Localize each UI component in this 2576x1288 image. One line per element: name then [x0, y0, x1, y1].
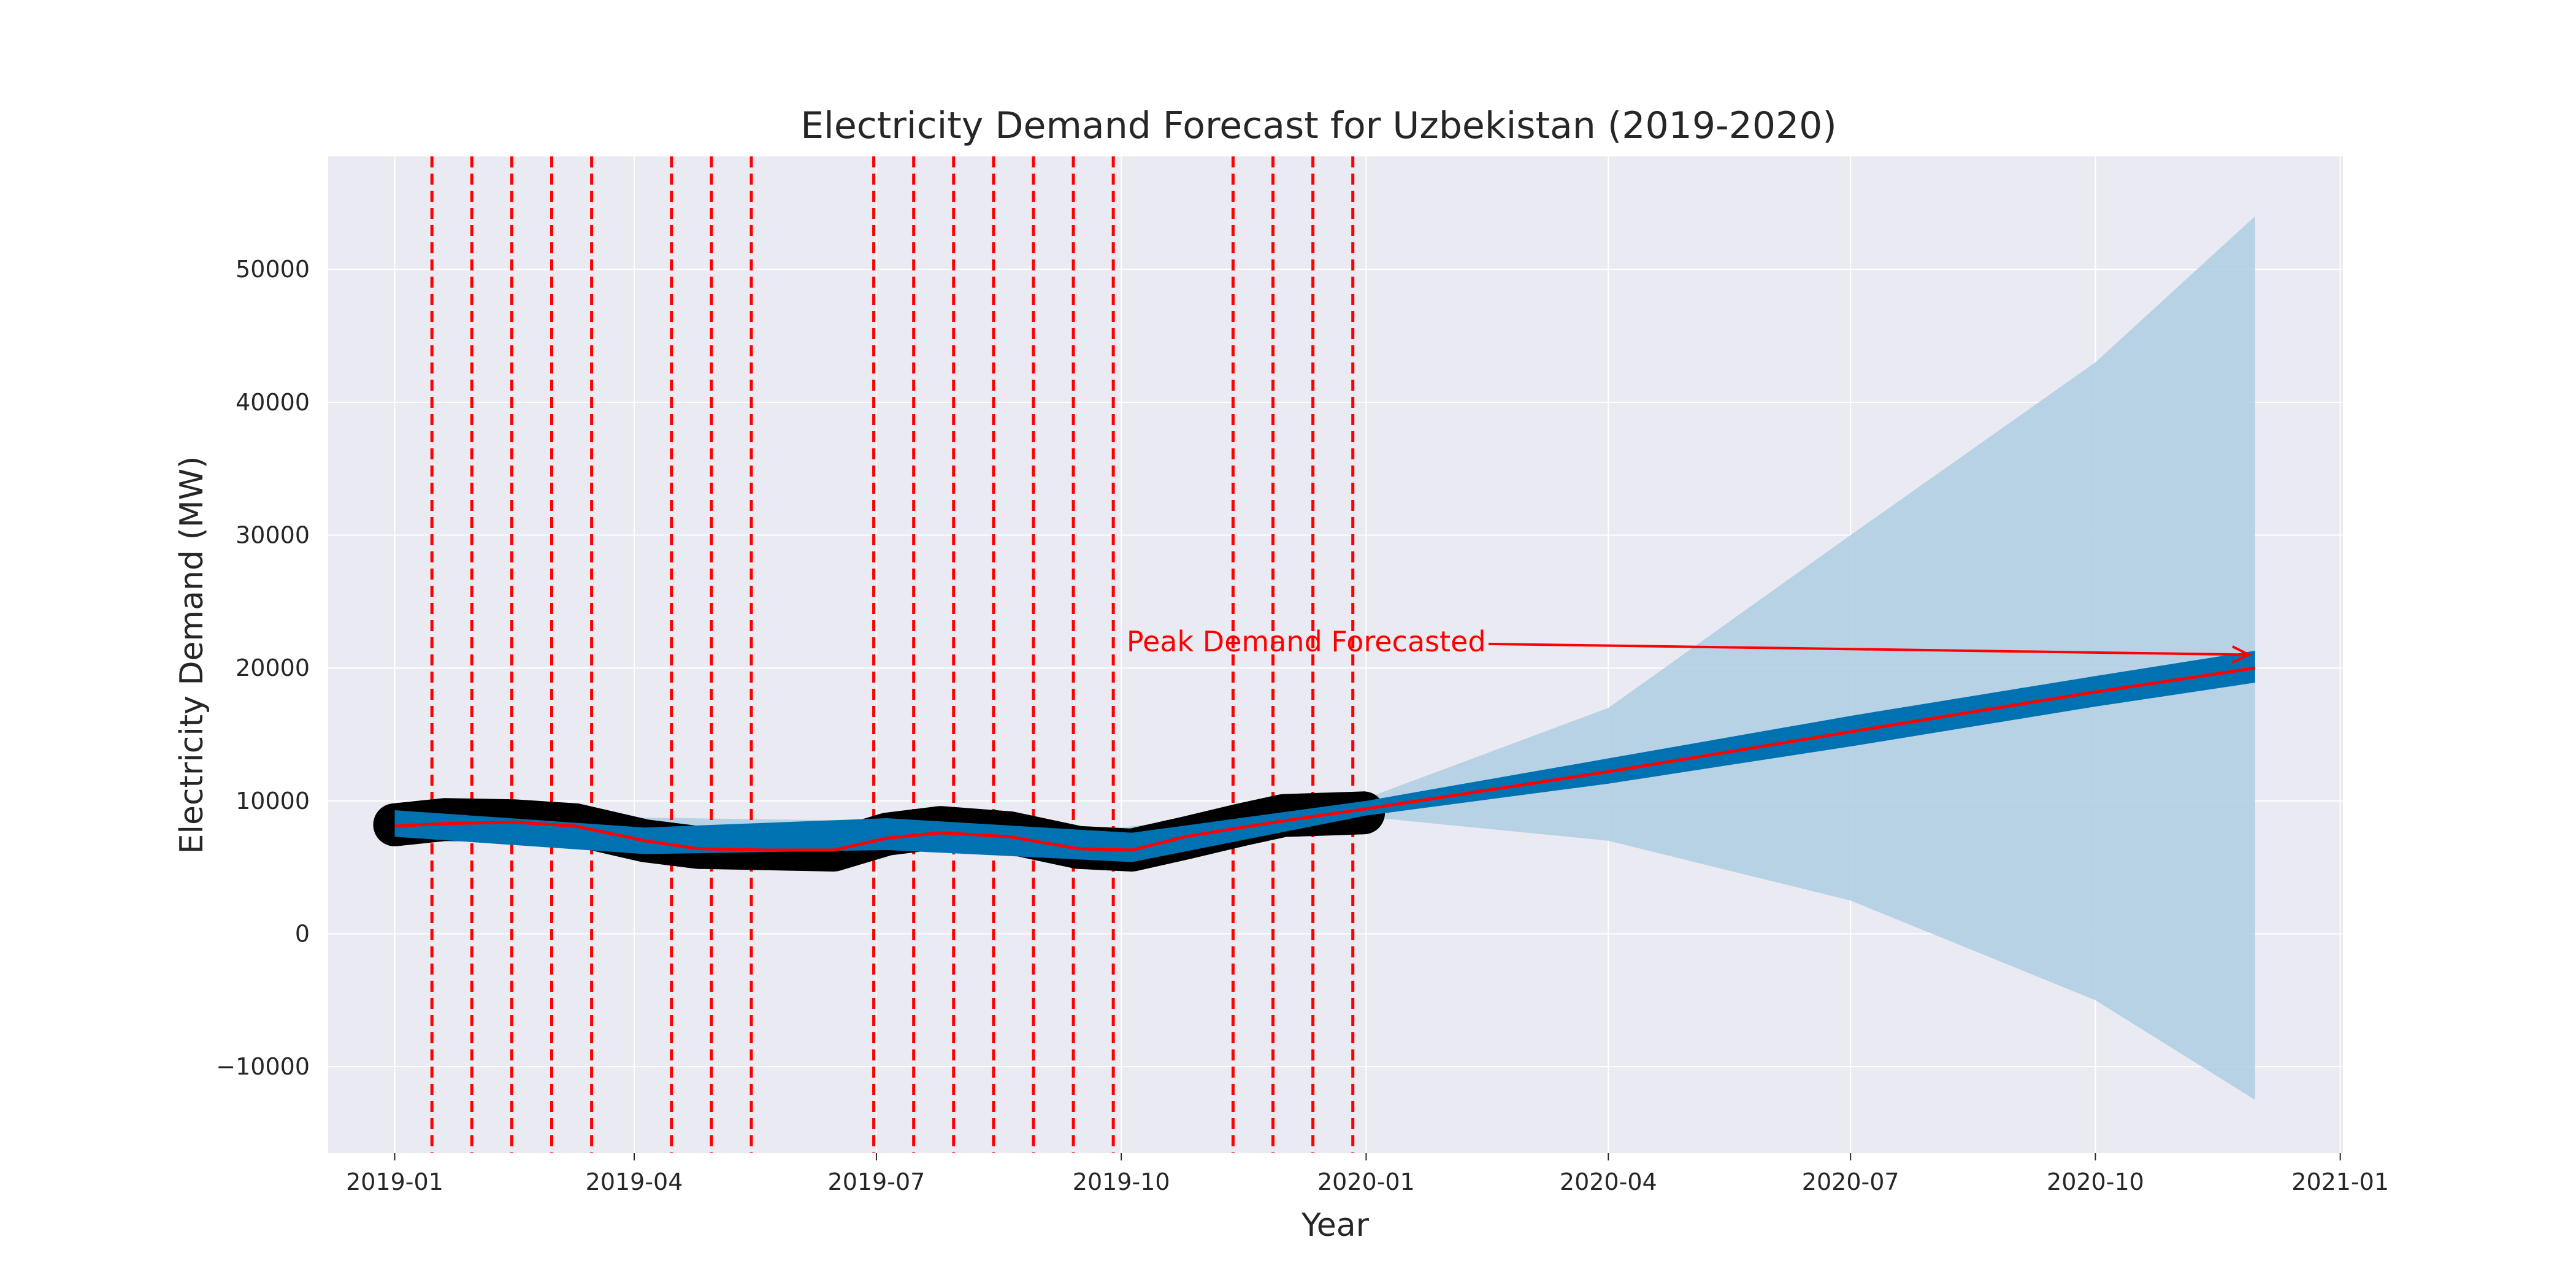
x-tick-label: 2020-04 — [1560, 1168, 1657, 1195]
y-tick-label: 0 — [295, 921, 310, 948]
annotation-text: Peak Demand Forecasted — [1127, 625, 1486, 658]
changepoint-lines — [430, 156, 1355, 1153]
y-axis-label: Electricity Demand (MW) — [174, 456, 210, 854]
x-tick-label: 2020-07 — [1802, 1168, 1899, 1195]
outer-uncertainty-band — [394, 216, 2255, 1100]
y-tick-label: 50000 — [236, 256, 310, 283]
x-axis-label: Year — [1301, 1207, 1370, 1244]
inner-uncertainty-band — [394, 651, 2255, 862]
x-tick-label: 2021-01 — [2291, 1168, 2389, 1195]
y-tick-label: 20000 — [236, 654, 310, 681]
forecast-line — [394, 666, 2256, 852]
y-tick-label: 30000 — [236, 522, 310, 549]
x-tick-label: 2020-10 — [2047, 1168, 2144, 1195]
uncertainty-bands — [394, 216, 2255, 1100]
x-tick-label: 2019-04 — [586, 1168, 683, 1195]
chart-title: Electricity Demand Forecast for Uzbekist… — [800, 104, 1837, 147]
x-tick-label: 2019-01 — [346, 1168, 443, 1195]
annotation-arrow — [1488, 642, 2249, 656]
x-tick-label: 2019-10 — [1073, 1168, 1170, 1195]
y-tick-label: −10000 — [216, 1053, 310, 1080]
y-tick-label: 40000 — [236, 389, 310, 416]
y-tick-label: 10000 — [236, 788, 310, 815]
annotations: Peak Demand Forecasted — [394, 625, 2256, 852]
x-tick-label: 2020-01 — [1317, 1168, 1415, 1195]
x-tick-label: 2019-07 — [828, 1168, 926, 1195]
x-axis-ticks: 2019-01 2019-04 2019-07 2019-10 2020-01 2020-… — [346, 1153, 2389, 1195]
y-axis-ticks: −10000 0 10000 20000 30000 40000 50000 — [216, 256, 310, 1080]
annotation-arrowhead — [2231, 645, 2252, 664]
